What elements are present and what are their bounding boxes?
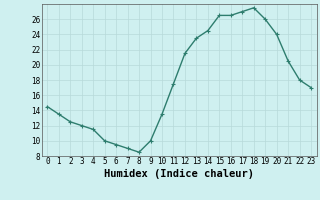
X-axis label: Humidex (Indice chaleur): Humidex (Indice chaleur) bbox=[104, 169, 254, 179]
